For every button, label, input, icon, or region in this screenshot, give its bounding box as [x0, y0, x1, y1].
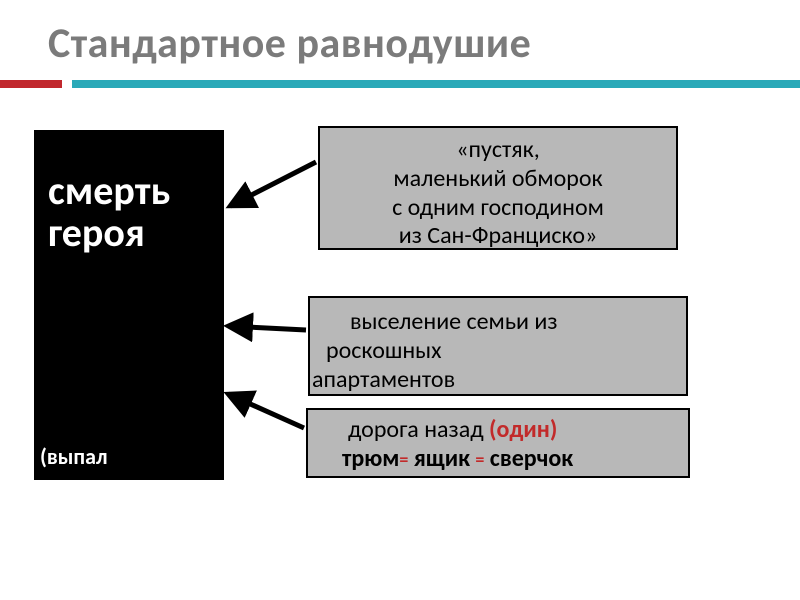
box3-line2: трюм= ящик = сверчок — [324, 445, 672, 474]
arrow-3-line — [228, 394, 304, 428]
quote-box-1: «пустяк, маленький обморок с одним госпо… — [318, 126, 678, 250]
box3-line1: дорога назад (один) — [324, 416, 672, 445]
box2-l3: апартаментов — [312, 366, 670, 395]
box3-l2-b: ящик — [414, 444, 470, 473]
hero-death-box: смерть героя (выпал — [34, 130, 224, 480]
box3-l1-pre: дорога назад — [348, 415, 489, 444]
box1-l3: с одним господином — [334, 194, 662, 223]
box3-l2-c: сверчок — [490, 444, 573, 473]
accent-red — [0, 80, 62, 88]
hero-death-main: смерть героя — [48, 170, 218, 254]
accent-gap — [62, 80, 72, 88]
accent-teal — [72, 80, 800, 88]
slide-title: Стандартное равнодушие — [48, 18, 531, 69]
arrow-1-line — [230, 162, 316, 206]
box3-l1-red: (один) — [489, 415, 557, 444]
arrow-2-line — [228, 326, 306, 330]
box2-l1: выселение семьи из — [326, 308, 670, 337]
slide: { "title": { "text": "Стандартное равнод… — [0, 0, 800, 600]
quote-box-3: дорога назад (один) трюм= ящик = сверчок — [306, 408, 690, 478]
quote-box-2: выселение семьи из роскошных апартаменто… — [308, 296, 688, 396]
box2-l2: роскошных — [326, 337, 670, 366]
box1-l4: из Сан-Франциско» — [334, 222, 662, 251]
box3-eq2: = — [475, 448, 484, 470]
box3-l2-a: трюм — [342, 444, 399, 473]
box1-l1: «пустяк, — [334, 136, 662, 165]
accent-divider — [0, 80, 800, 88]
box3-eq1: = — [399, 448, 408, 470]
hero-death-sub: (выпал — [40, 443, 108, 470]
box1-l2: маленький обморок — [334, 165, 662, 194]
